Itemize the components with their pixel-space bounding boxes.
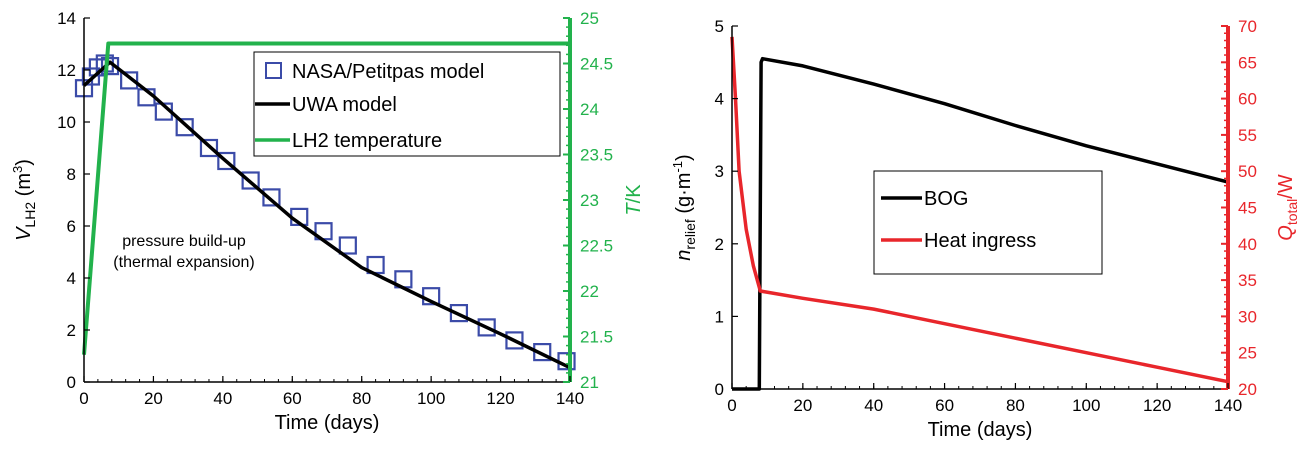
legend-label-bog: BOG [924,188,968,210]
x-tick-label: 60 [283,389,302,408]
y2-tick-label: 22.5 [580,237,613,256]
y2-tick-label: 23 [580,191,599,210]
y-tick-label: 0 [67,373,76,392]
y-axis-label: VLH2 (m3) [10,159,38,241]
y2-tick-label: 35 [1238,271,1257,290]
x-tick-label: 0 [727,396,736,415]
data-point [338,236,357,255]
legend: BOG Heat ingress [873,170,1103,275]
y2-tick-label: 45 [1238,199,1257,218]
data-point [175,118,194,137]
data-point [477,318,496,337]
legend-label-temperature: LH2 temperature [292,130,442,152]
y2-tick-label: 25 [580,9,599,28]
legend-label-nasa: NASA/Petitpas model [292,61,484,83]
data-point [217,151,236,171]
y-tick-label: 12 [57,61,76,80]
y-tick-label: 3 [715,162,724,181]
x-tick-label: 60 [935,396,954,415]
y2-tick-label: 60 [1238,90,1257,109]
data-point [100,56,120,76]
y2-tick-label: 24.5 [580,55,613,74]
x-tick-label: 0 [79,389,88,408]
y-axis-label: nrelief (g·m-1) [670,154,698,260]
y2-tick-label: 50 [1238,162,1257,181]
series-line-2 [82,60,571,370]
y2-tick-label: 40 [1238,235,1257,254]
data-point [449,304,469,323]
legend-box [873,170,1103,275]
data-point [505,331,524,350]
series-line-3 [82,41,570,355]
legend-box [253,51,561,157]
x-tick-label: 140 [1214,396,1242,415]
x-axis-label: Time (days) [928,419,1033,441]
x-tick-label: 20 [793,396,812,415]
y2-tick-label: 70 [1238,17,1257,36]
y2-tick-label: 25 [1238,344,1257,363]
chart-volume-temperature: 0 20 40 60 80 100 120 140024681012142121.52222.… [10,9,645,434]
y-tick-label: 1 [715,307,724,326]
y2-tick-label: 20 [1238,380,1257,399]
x-tick-label: 80 [352,389,371,408]
data-point [199,138,219,158]
y-tick-label: 10 [57,113,76,132]
y2-axis-label: Qtotal/W [1275,174,1300,241]
y2-axis-label: T/K [623,184,645,216]
y2-tick-label: 21 [580,373,599,392]
y-tick-label: 5 [715,17,724,36]
y-tick-label: 0 [715,380,724,399]
legend-marker-nasa [265,62,282,79]
x-tick-label: 100 [1072,396,1100,415]
y2-tick-label: 21.5 [580,328,613,347]
x-tick-label: 20 [144,389,163,408]
y-tick-label: 8 [67,165,76,184]
y2-tick-label: 55 [1238,126,1257,145]
y-tick-label: 4 [67,269,76,288]
annotation-text: pressure build-up (thermal expansion) [113,233,254,271]
y-tick-label: 14 [57,9,76,28]
y2-tick-label: 24 [580,100,599,119]
y2-tick-label: 30 [1238,307,1257,326]
x-tick-label: 40 [213,389,232,408]
chart-bog-heat-ingress: 0 20 40 60 80 100 120 1400123452025303540455055… [670,17,1300,441]
legend-label-heat: Heat ingress [924,230,1036,252]
y-tick-label: 2 [67,321,76,340]
data-point [120,71,139,90]
legend-label-uwa: UWA model [292,94,397,116]
series-line-1 [732,56,1229,391]
x-axis-label: Time (days) [275,412,380,434]
x-tick-label: 120 [486,389,514,408]
x-tick-label: 140 [556,389,584,408]
legend: NASA/Petitpas model UWA model LH2 temperat… [253,51,561,157]
x-tick-label: 40 [864,396,883,415]
y-tick-label: 2 [715,235,724,254]
y2-tick-label: 23.5 [580,146,613,165]
data-point [262,188,281,207]
x-tick-label: 80 [1006,396,1025,415]
series-line-2 [730,36,1229,384]
data-point [241,171,260,190]
y2-tick-label: 65 [1238,53,1257,72]
y2-tick-label: 22 [580,282,599,301]
x-tick-label: 100 [417,389,445,408]
y-tick-label: 4 [715,90,724,109]
y-tick-label: 6 [67,217,76,236]
x-tick-label: 120 [1143,396,1171,415]
